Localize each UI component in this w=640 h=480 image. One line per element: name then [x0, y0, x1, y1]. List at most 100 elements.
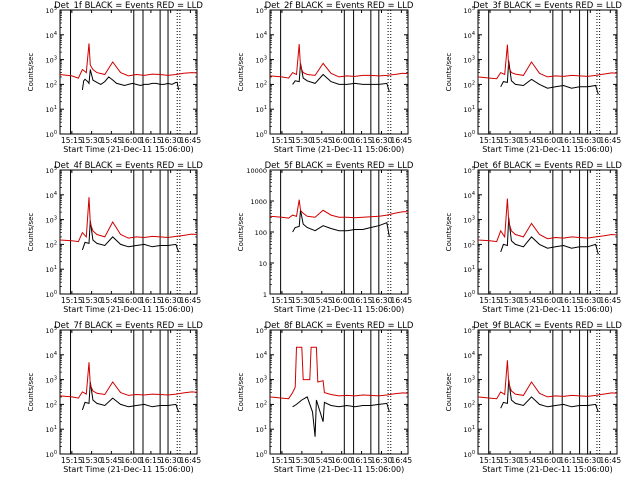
chart-panel-8: Det_8f BLACK = Events RED = LLD Start Tim…: [237, 321, 414, 474]
x-tick-label: 16:00: [539, 136, 561, 145]
events-series-line: [500, 60, 599, 95]
x-tick-label: 16:00: [539, 296, 561, 305]
plot-frame: [477, 169, 618, 295]
y-tick-label: 100: [464, 290, 475, 299]
x-tick-label: 15:30: [291, 456, 313, 465]
events-series-line: [292, 396, 390, 437]
x-tick-label: 16:00: [120, 456, 142, 465]
x-tick-label: 16:30: [371, 136, 393, 145]
y-tick-label: 104: [464, 191, 475, 200]
y-tick-label: 105: [464, 6, 475, 15]
x-tick-label: 16:30: [371, 456, 393, 465]
x-tick-label: 15:45: [311, 296, 333, 305]
chart-title: Det_1f BLACK = Events RED = LLD: [54, 1, 203, 11]
y-axis-label: Counts/sec: [237, 53, 245, 92]
x-tick-label: 15:15: [479, 136, 501, 145]
chart-panel-2: Det_2f BLACK = Events RED = LLD Start Tim…: [237, 1, 414, 154]
x-tick-label: 15:30: [499, 136, 521, 145]
y-tick-label: 105: [464, 326, 475, 335]
x-tick-label: 16:15: [140, 136, 162, 145]
chart-panel-3: Det_3f BLACK = Events RED = LLD Start Tim…: [445, 1, 622, 154]
chart-panel-6: Det_6f BLACK = Events RED = LLD Start Tim…: [445, 161, 622, 314]
x-tick-label: 15:30: [81, 296, 103, 305]
x-tick-label: 15:15: [61, 136, 83, 145]
x-tick-label: 15:15: [479, 456, 501, 465]
x-tick-label: 16:45: [180, 456, 202, 465]
y-tick-label: 103: [464, 56, 475, 65]
x-tick-label: 16:15: [559, 296, 581, 305]
x-axis-label: Start Time (21-Dec-11 15:06:00): [482, 465, 613, 474]
y-tick-label: 102: [256, 400, 267, 409]
x-tick-label: 15:15: [271, 296, 293, 305]
y-tick-label: 103: [256, 376, 267, 385]
y-tick-label: 105: [46, 326, 57, 335]
y-tick-label: 1: [263, 291, 267, 299]
plot-frame: [269, 329, 409, 455]
events-series-line: [500, 379, 599, 413]
y-axis-label: Counts/sec: [27, 213, 35, 252]
x-tick-label: 15:45: [101, 296, 123, 305]
x-tick-label: 16:00: [331, 296, 353, 305]
lld-series-line: [269, 346, 409, 400]
lld-series-line: [269, 199, 408, 219]
x-axis-label: Start Time (21-Dec-11 15:06:00): [63, 145, 194, 154]
x-tick-label: 16:45: [180, 136, 202, 145]
x-tick-label: 16:45: [391, 456, 413, 465]
plot-frame: [477, 329, 618, 455]
lld-series-line: [477, 198, 618, 243]
x-tick-label: 15:30: [291, 296, 313, 305]
x-tick-label: 15:30: [81, 456, 103, 465]
y-tick-label: 1000: [250, 198, 267, 206]
x-tick-label: 16:00: [120, 136, 142, 145]
x-tick-label: 16:15: [559, 456, 581, 465]
plot-frame: [269, 9, 409, 135]
x-tick-label: 16:45: [391, 296, 413, 305]
x-tick-label: 15:15: [479, 296, 501, 305]
x-tick-label: 16:15: [559, 136, 581, 145]
plot-frame: [59, 329, 198, 455]
lld-series-line: [269, 44, 409, 79]
y-tick-label: 100: [256, 450, 267, 459]
plot-frame: [59, 9, 198, 135]
y-tick-label: 101: [46, 265, 57, 274]
x-tick-label: 16:15: [351, 296, 373, 305]
x-axis-label: Start Time (21-Dec-11 15:06:00): [63, 305, 194, 314]
x-tick-label: 16:30: [160, 456, 182, 465]
y-tick-label: 104: [46, 351, 57, 360]
lld-series-line: [477, 44, 618, 80]
x-tick-label: 16:00: [120, 296, 142, 305]
x-tick-label: 15:45: [311, 136, 333, 145]
lld-series-line: [59, 197, 198, 243]
x-axis-label: Start Time (21-Dec-11 15:06:00): [274, 465, 405, 474]
x-tick-label: 16:45: [600, 136, 622, 145]
chart-panel-4: Det_4f BLACK = Events RED = LLD Start Tim…: [27, 161, 203, 314]
plot-frame: [59, 169, 198, 295]
y-axis-label: Counts/sec: [237, 213, 245, 252]
x-tick-label: 15:15: [61, 296, 83, 305]
x-tick-label: 16:30: [371, 296, 393, 305]
x-tick-label: 16:45: [180, 296, 202, 305]
y-tick-label: 103: [46, 216, 57, 225]
y-axis-label: Counts/sec: [445, 213, 453, 252]
y-tick-label: 105: [46, 166, 57, 175]
x-tick-label: 16:45: [600, 456, 622, 465]
y-tick-label: 102: [256, 80, 267, 89]
x-tick-label: 16:45: [600, 296, 622, 305]
x-tick-label: 16:45: [391, 136, 413, 145]
y-axis-label: Counts/sec: [27, 373, 35, 412]
chart-title: Det_2f BLACK = Events RED = LLD: [265, 1, 414, 11]
y-tick-label: 105: [256, 326, 267, 335]
y-axis-label: Counts/sec: [237, 373, 245, 412]
y-tick-label: 105: [464, 166, 475, 175]
chart-title: Det_4f BLACK = Events RED = LLD: [54, 161, 203, 171]
x-axis-label: Start Time (21-Dec-11 15:06:00): [274, 305, 405, 314]
y-axis-label: Counts/sec: [445, 373, 453, 412]
plot-frame: [269, 169, 409, 295]
y-tick-label: 103: [464, 216, 475, 225]
y-tick-label: 101: [46, 105, 57, 114]
y-tick-label: 10: [259, 260, 267, 268]
y-tick-label: 104: [256, 31, 267, 40]
x-tick-label: 15:45: [101, 136, 123, 145]
y-tick-label: 105: [46, 6, 57, 15]
events-series-line: [81, 220, 180, 253]
